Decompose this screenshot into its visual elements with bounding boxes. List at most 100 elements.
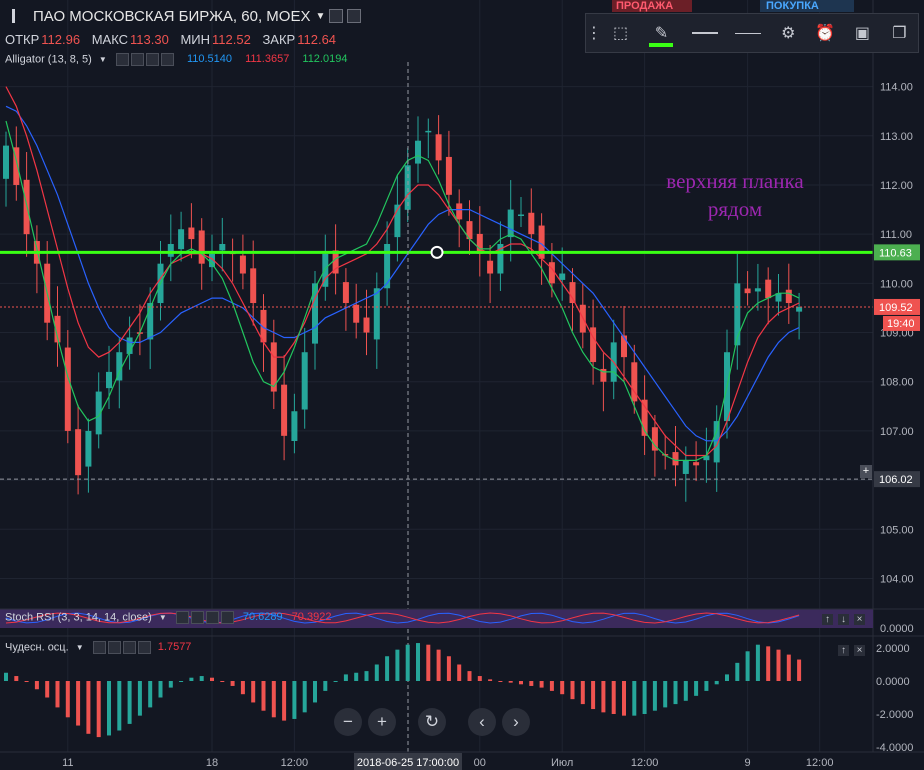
ao-bar (323, 681, 328, 691)
candle-body (54, 315, 61, 343)
chevron-down-icon[interactable]: ▼ (98, 55, 107, 65)
reset-button[interactable]: ↻ (418, 708, 446, 736)
ao-bar (34, 681, 39, 690)
close-icon[interactable] (220, 611, 234, 624)
ao-bar (86, 681, 91, 734)
stoch-d-line (5, 612, 800, 624)
ao-bar (467, 671, 472, 681)
candle-body (85, 430, 92, 467)
add-alert-icon[interactable]: + (860, 465, 872, 478)
time-tick-label: Июл (551, 757, 573, 769)
eye-icon[interactable] (115, 53, 129, 66)
annotation-text[interactable]: верхняя планка рядом (645, 167, 825, 223)
gear-icon[interactable] (130, 53, 144, 66)
candle-body (775, 293, 782, 302)
ao-bar (436, 649, 441, 681)
candle-body (425, 130, 432, 133)
pane-up-icon[interactable]: ↑ (838, 645, 849, 656)
close-icon[interactable] (160, 53, 174, 66)
candle-body (569, 282, 576, 304)
scroll-left-button[interactable]: ‹ (468, 708, 496, 736)
line-thin-icon[interactable] (727, 16, 770, 50)
scroll-right-button[interactable]: › (502, 708, 530, 736)
price-axis[interactable]: 114.00113.00112.00111.00110.00109.00108.… (872, 0, 924, 770)
candle-body (260, 309, 267, 343)
pencil-icon[interactable]: ✎ (639, 16, 684, 50)
countdown-tag (883, 315, 920, 331)
time-axis[interactable]: 11 18 12:00 00 Июл 12:00 9 12:00 2018-06-25 17:0… (0, 751, 924, 770)
ao-bar (519, 681, 523, 685)
crosshair-time-tag (354, 753, 462, 770)
plus-icon[interactable] (205, 611, 219, 624)
price-tick-label: 111.00 (880, 229, 912, 241)
plus-icon[interactable] (145, 53, 159, 66)
drawing-anchor-point (430, 245, 444, 259)
candle-body (507, 209, 514, 238)
ao-bar (261, 681, 266, 711)
chevron-down-icon[interactable]: ▼ (158, 613, 167, 623)
candle-body (332, 250, 339, 274)
gear-icon[interactable] (190, 611, 204, 624)
pane-down-icon[interactable]: ↓ (838, 614, 849, 625)
ao-label[interactable]: Чудесн. осц. (5, 641, 69, 654)
ao-bar (168, 681, 173, 688)
candle-body (415, 140, 421, 164)
gear-icon[interactable] (107, 641, 121, 654)
gear-icon[interactable] (347, 9, 362, 23)
zoom-in-button[interactable]: + (368, 708, 396, 736)
eye-icon[interactable] (92, 641, 106, 654)
alert-icon[interactable]: ⏰ (815, 25, 836, 42)
ao-bar (663, 681, 668, 708)
line-thick-icon[interactable] (684, 16, 727, 50)
sell-button[interactable]: ПРОДАЖА (612, 0, 692, 12)
pane-up-icon[interactable]: ↑ (822, 614, 833, 625)
price-tick-label: 107.00 (880, 426, 914, 438)
pane-close-icon[interactable]: × (854, 614, 865, 625)
chevron-down-icon[interactable]: ▼ (75, 643, 84, 653)
ohlc-high-label: МАКС (91, 32, 129, 47)
alligator-label[interactable]: Alligator (13, 8, 5) (5, 53, 92, 66)
current-price-label: 109.52 (879, 302, 913, 314)
alligator-jaw-line (5, 105, 800, 442)
copy-icon[interactable]: ❐ (892, 25, 907, 42)
countdown-label: 19:40 (887, 318, 915, 330)
time-tick-label: 12:00 (281, 757, 309, 769)
ao-bar (158, 681, 163, 698)
ao-bar (271, 681, 276, 718)
buy-button[interactable]: ПОКУПКА (760, 0, 854, 12)
candle-body (363, 317, 370, 333)
ao-bar (292, 681, 297, 719)
candle-body (342, 282, 349, 304)
gear-icon[interactable]: ⚙ (781, 25, 796, 42)
candle-body (754, 288, 761, 292)
chevron-down-icon[interactable]: ▼ (315, 10, 326, 22)
eye-icon[interactable] (175, 611, 189, 624)
ao-bar (735, 662, 740, 681)
ao-bar (488, 679, 493, 681)
select-rect-icon[interactable]: ⬚ (612, 25, 629, 42)
ao-bar (642, 681, 647, 714)
ao-bar (580, 681, 585, 705)
zoom-out-button[interactable]: − (334, 708, 362, 736)
ao-bar (76, 681, 81, 726)
ao-bar (704, 681, 709, 691)
template-icon[interactable]: ▣ (854, 25, 870, 42)
eye-icon[interactable] (329, 9, 344, 23)
plus-icon[interactable] (122, 641, 136, 654)
stoch-rsi-label[interactable]: Stoch RSI (3, 3, 14, 14, close) (5, 611, 152, 624)
pane-close-icon[interactable]: × (854, 645, 865, 656)
candle-body (3, 145, 9, 179)
symbol-title[interactable]: ПАО МОСКОВСКАЯ БИРЖА, 60, MOEX (33, 7, 311, 25)
close-icon[interactable] (137, 641, 151, 654)
alligator-teeth-line (5, 86, 800, 457)
alligator-lips-value: 112.0194 (302, 53, 348, 66)
ao-bar (107, 681, 111, 736)
stoch-d-value: 70.3922 (291, 611, 332, 624)
ao-bar (766, 646, 771, 681)
drag-handle-icon[interactable]: ⋮ (586, 25, 602, 42)
collapse-icon[interactable] (12, 9, 25, 23)
ao-bar (385, 656, 390, 681)
candle-body (528, 212, 535, 235)
